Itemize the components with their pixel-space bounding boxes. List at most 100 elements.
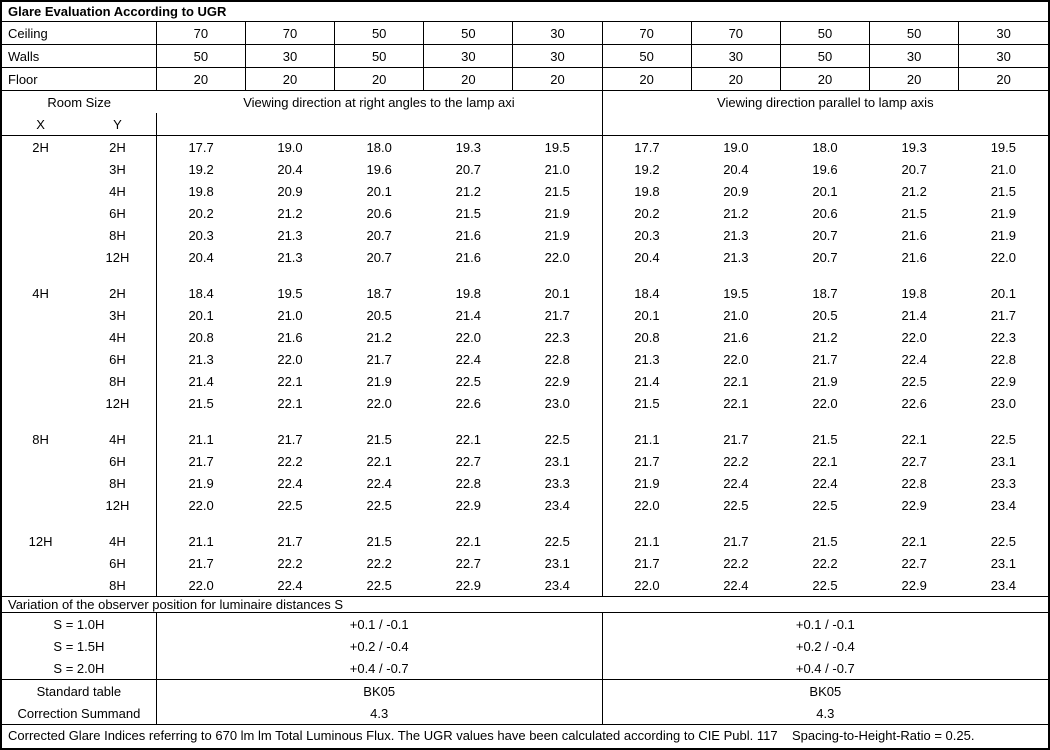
ugr-value: 22.8 [424, 472, 513, 494]
refl-label: Floor [2, 68, 156, 91]
ugr-value: 22.1 [870, 530, 959, 552]
ugr-value: 22.5 [691, 494, 780, 516]
refl-value: 30 [245, 45, 334, 68]
ugr-value: 20.7 [780, 224, 869, 246]
y-cell: 8H [79, 224, 156, 246]
ugr-value: 23.4 [513, 574, 602, 596]
ugr-value: 20.9 [691, 180, 780, 202]
ugr-value: 21.3 [602, 348, 691, 370]
ugr-value: 21.5 [602, 392, 691, 414]
x-cell [2, 450, 79, 472]
ugr-value: 18.0 [780, 136, 869, 159]
x-header: X [2, 113, 79, 136]
refl-value: 50 [424, 22, 513, 45]
ugr-value: 21.2 [780, 326, 869, 348]
ugr-value: 21.3 [245, 246, 334, 268]
ugr-value: 20.1 [602, 304, 691, 326]
ugr-value: 22.7 [870, 450, 959, 472]
ugr-value: 22.1 [245, 392, 334, 414]
ugr-value: 20.7 [780, 246, 869, 268]
y-header: Y [79, 113, 156, 136]
ugr-value: 22.4 [424, 348, 513, 370]
x-cell [2, 246, 79, 268]
refl-label: Walls [2, 45, 156, 68]
ugr-value: 19.5 [959, 136, 1048, 159]
ugr-value: 21.6 [870, 246, 959, 268]
ugr-value: 22.5 [959, 530, 1048, 552]
ugr-value: 22.7 [424, 552, 513, 574]
refl-value: 20 [602, 68, 691, 91]
ugr-value: 20.9 [245, 180, 334, 202]
x-cell [2, 552, 79, 574]
ugr-value: 22.8 [959, 348, 1048, 370]
ugr-value: 22.0 [870, 326, 959, 348]
refl-value: 50 [156, 45, 245, 68]
ugr-value: 22.5 [870, 370, 959, 392]
ugr-value: 22.0 [780, 392, 869, 414]
ugr-value: 22.1 [870, 428, 959, 450]
ugr-value: 21.9 [513, 202, 602, 224]
ugr-value: 21.1 [602, 530, 691, 552]
std-table-left: BK05 [156, 680, 602, 703]
variation-right: +0.1 / -0.1 [602, 613, 1048, 635]
ugr-value: 20.6 [780, 202, 869, 224]
ugr-value: 21.7 [691, 530, 780, 552]
ugr-value: 21.5 [513, 180, 602, 202]
refl-value: 30 [959, 45, 1048, 68]
ugr-value: 22.0 [424, 326, 513, 348]
refl-value: 30 [513, 45, 602, 68]
ugr-value: 21.9 [780, 370, 869, 392]
ugr-value: 18.7 [335, 282, 424, 304]
ugr-value: 21.5 [780, 530, 869, 552]
y-cell: 4H [79, 326, 156, 348]
ugr-value: 22.1 [691, 370, 780, 392]
refl-value: 70 [602, 22, 691, 45]
variation-s: S = 1.0H [2, 613, 156, 635]
ugr-value: 22.5 [335, 494, 424, 516]
ugr-value: 22.7 [870, 552, 959, 574]
ugr-value: 22.8 [870, 472, 959, 494]
y-cell: 2H [79, 136, 156, 159]
room-size-header: Room Size [2, 91, 156, 113]
correction-label: Correction Summand [2, 702, 156, 724]
ugr-value: 23.3 [959, 472, 1048, 494]
ugr-value: 21.7 [602, 552, 691, 574]
ugr-value: 19.8 [424, 282, 513, 304]
ugr-value: 20.4 [691, 158, 780, 180]
page-title: Glare Evaluation According to UGR [2, 0, 1048, 22]
y-cell: 4H [79, 180, 156, 202]
ugr-value: 21.4 [424, 304, 513, 326]
ugr-value: 17.7 [156, 136, 245, 159]
ugr-value: 21.9 [602, 472, 691, 494]
x-cell [2, 348, 79, 370]
ugr-value: 22.8 [513, 348, 602, 370]
ugr-value: 21.1 [156, 428, 245, 450]
viewing-left-header: Viewing direction at right angles to the… [156, 91, 602, 113]
ugr-value: 19.5 [691, 282, 780, 304]
ugr-value: 19.8 [602, 180, 691, 202]
ugr-value: 21.5 [335, 530, 424, 552]
ugr-value: 23.4 [959, 494, 1048, 516]
ugr-value: 22.3 [959, 326, 1048, 348]
ugr-value: 22.2 [245, 450, 334, 472]
ugr-value: 22.1 [780, 450, 869, 472]
ugr-value: 22.2 [245, 552, 334, 574]
ugr-value: 21.9 [959, 224, 1048, 246]
footnote: Corrected Glare Indices referring to 670… [2, 724, 1048, 746]
ugr-value: 21.9 [156, 472, 245, 494]
ugr-value: 19.6 [335, 158, 424, 180]
ugr-value: 23.4 [513, 494, 602, 516]
ugr-value: 22.5 [780, 574, 869, 596]
ugr-value: 20.1 [335, 180, 424, 202]
x-cell: 8H [2, 428, 79, 450]
ugr-value: 23.4 [959, 574, 1048, 596]
ugr-value: 22.1 [424, 428, 513, 450]
ugr-value: 22.1 [245, 370, 334, 392]
ugr-value: 20.7 [335, 224, 424, 246]
ugr-value: 20.2 [602, 202, 691, 224]
ugr-value: 21.9 [959, 202, 1048, 224]
refl-value: 30 [959, 22, 1048, 45]
ugr-value: 22.2 [780, 552, 869, 574]
ugr-value: 21.7 [245, 530, 334, 552]
ugr-value: 20.3 [156, 224, 245, 246]
